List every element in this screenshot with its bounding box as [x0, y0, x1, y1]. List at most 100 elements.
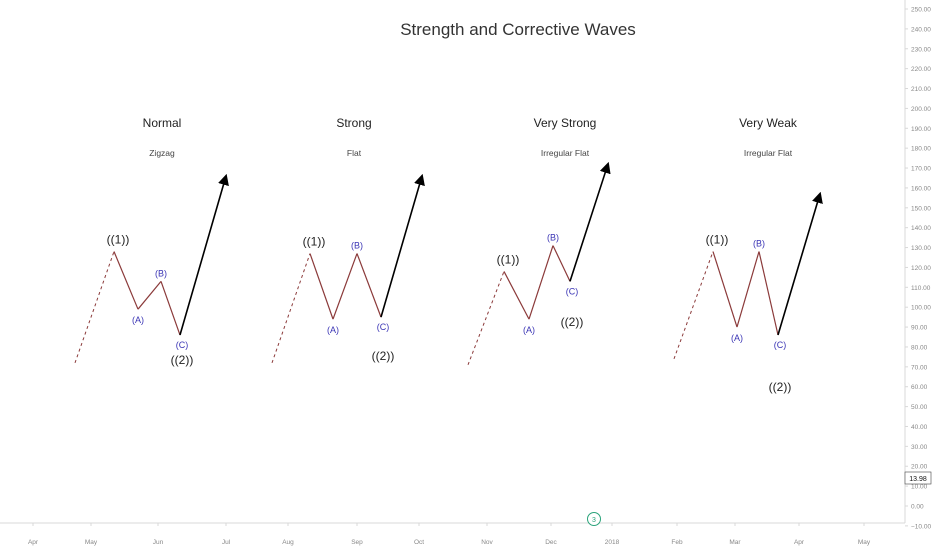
wave-label-a: (A) [523, 325, 535, 335]
y-tick-label: 250.00 [911, 7, 931, 14]
x-tick-label: Jun [153, 539, 164, 546]
x-tick-label: Dec [545, 539, 557, 546]
wave-label-1: ((1)) [303, 235, 326, 249]
time-axis: Apr May Jun Jul Aug Sep Oct Nov Dec 2018 Feb Mar Apr… [28, 523, 871, 546]
wave-panels: Normal Zigzag ((1)) (A) (B) (C) ((2)) Strong Fla… [74, 116, 823, 394]
wave-segment [137, 280, 162, 310]
panel-subtitle: Irregular Flat [541, 148, 590, 158]
wave-label-c: (C) [377, 322, 390, 332]
wave-segment [113, 251, 139, 310]
wave-segment [332, 253, 358, 320]
wave-segment [309, 253, 334, 320]
wave-label-1: ((1)) [706, 233, 729, 247]
wave-label-2: ((2)) [171, 353, 194, 367]
y-tick-label: 50.00 [911, 404, 928, 411]
y-tick-label: 130.00 [911, 245, 931, 252]
y-tick-label: 230.00 [911, 46, 931, 53]
y-tick-label: 20.00 [911, 464, 928, 471]
y-tick-label: 90.00 [911, 325, 928, 332]
y-tick-label: 100.00 [911, 305, 931, 312]
wave-leadin [467, 271, 505, 366]
wave-label-1: ((1)) [497, 252, 520, 266]
wave-label-b: (B) [351, 241, 363, 251]
y-tick-label: 170.00 [911, 166, 931, 173]
event-marker[interactable]: 3 [587, 512, 601, 526]
impulse-arrow [380, 173, 425, 318]
y-tick-label: 30.00 [911, 444, 928, 451]
wave-label-b: (B) [155, 268, 167, 278]
y-tick-label: 210.00 [911, 86, 931, 93]
y-tick-label: 180.00 [911, 146, 931, 153]
wave-segment [552, 245, 571, 282]
x-tick-label: Feb [671, 539, 683, 546]
x-tick-label: Sep [351, 539, 363, 546]
y-tick-label: 160.00 [911, 185, 931, 192]
panel-very-strong: Very Strong Irregular Flat ((1)) (A) (B) (C) (… [467, 116, 611, 366]
y-tick-label: 220.00 [911, 66, 931, 73]
wave-leadin [74, 251, 115, 364]
panel-normal: Normal Zigzag ((1)) (A) (B) (C) ((2)) [74, 116, 229, 367]
y-tick-label: 140.00 [911, 225, 931, 232]
y-tick-label: 40.00 [911, 424, 928, 431]
wave-label-a: (A) [132, 315, 144, 325]
x-tick-label: May [85, 539, 98, 546]
x-tick-label: Jul [222, 539, 231, 546]
panel-very-weak: Very Weak Irregular Flat ((1)) (A) (B) (C) ((2… [673, 116, 823, 394]
x-tick-label: Apr [794, 539, 805, 546]
y-tick-label: 120.00 [911, 265, 931, 272]
y-tick-label: −10.00 [911, 523, 931, 530]
y-tick-label: 0.00 [911, 504, 924, 511]
wave-label-c: (C) [176, 340, 189, 350]
y-tick-label: 110.00 [911, 285, 931, 292]
x-tick-label: Apr [28, 539, 39, 546]
wave-label-c: (C) [566, 286, 579, 296]
event-marker-circle[interactable] [587, 512, 601, 526]
y-tick-label: 150.00 [911, 205, 931, 212]
x-tick-label: Mar [729, 539, 741, 546]
wave-leadin [271, 253, 311, 364]
wave-leadin [673, 251, 714, 360]
wave-label-2: ((2)) [372, 349, 395, 363]
wave-label-2: ((2)) [561, 315, 584, 329]
y-tick-label: 200.00 [911, 106, 931, 113]
wave-label-1: ((1)) [107, 233, 130, 247]
panel-subtitle: Flat [347, 148, 362, 158]
wave-segment [160, 281, 181, 336]
last-value-box [904, 471, 932, 485]
x-tick-label: May [858, 539, 871, 546]
wave-segment [356, 253, 382, 318]
panel-title: Very Weak [739, 116, 798, 130]
last-value-label: 13.98 [909, 476, 927, 483]
wave-segment [528, 245, 554, 320]
impulse-arrow [569, 161, 611, 282]
x-tick-label: Oct [414, 539, 424, 546]
wave-label-a: (A) [731, 333, 743, 343]
panel-title: Strong [336, 116, 371, 130]
wave-label-b: (B) [753, 239, 765, 249]
wave-segment [503, 271, 530, 320]
wave-label-a: (A) [327, 325, 339, 335]
wave-label-b: (B) [547, 233, 559, 243]
wave-segment [712, 251, 738, 328]
event-marker-label: 3 [592, 517, 596, 524]
x-tick-label: Aug [282, 539, 294, 546]
y-tick-label: 240.00 [911, 26, 931, 33]
wave-label-2: ((2)) [769, 380, 792, 394]
wave-segment [736, 251, 760, 328]
y-tick-label: 190.00 [911, 126, 931, 133]
y-tick-label: 80.00 [911, 344, 928, 351]
wave-segment [758, 251, 779, 336]
panel-title: Very Strong [534, 116, 597, 130]
y-tick-label: 70.00 [911, 364, 928, 371]
panel-subtitle: Zigzag [149, 148, 175, 158]
panel-subtitle: Irregular Flat [744, 148, 793, 158]
chart-title: Strength and Corrective Waves [400, 20, 636, 39]
impulse-arrow [179, 173, 229, 336]
x-tick-label: 2018 [605, 539, 620, 546]
wave-label-c: (C) [774, 340, 787, 350]
y-tick-label: 60.00 [911, 384, 928, 391]
panel-strong: Strong Flat ((1)) (A) (B) (C) ((2)) [271, 116, 425, 364]
price-axis: 250.00 240.00 230.00 220.00 210.00 200.00 190.… [905, 7, 931, 530]
